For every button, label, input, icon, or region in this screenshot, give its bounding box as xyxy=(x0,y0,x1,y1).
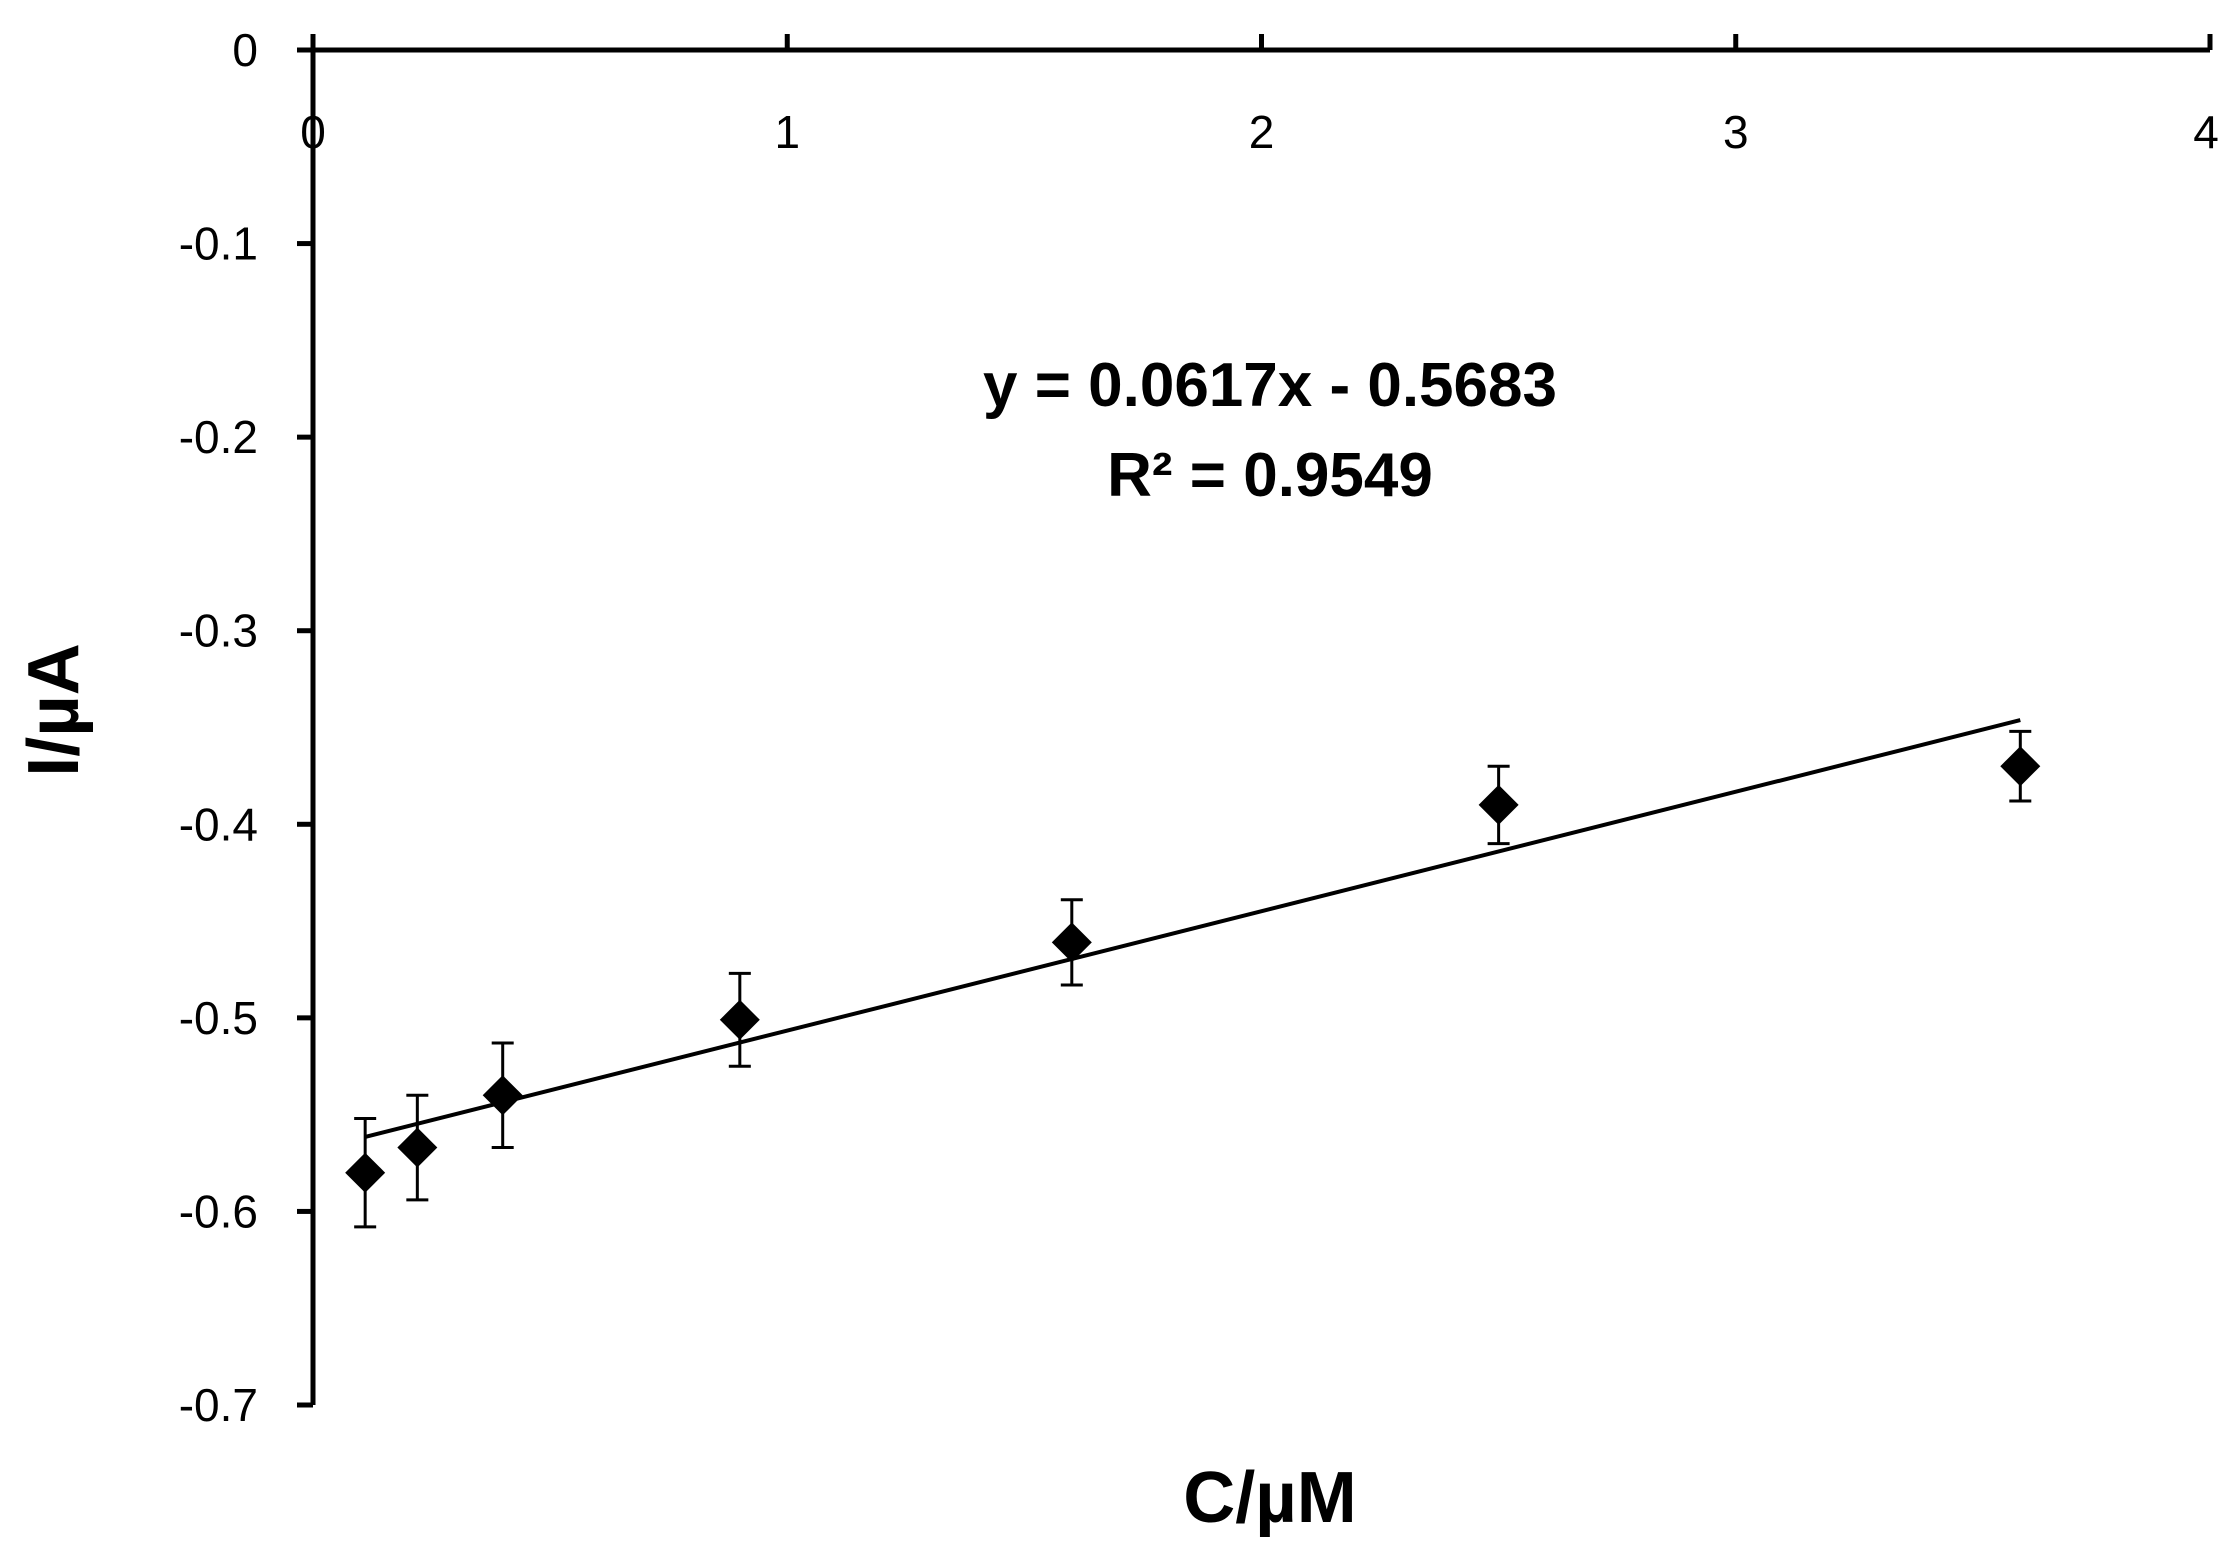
y-tick-label: -0.2 xyxy=(179,411,258,463)
x-tick-label: 1 xyxy=(774,106,800,158)
trendline xyxy=(364,718,2021,1139)
x-tick-label: 3 xyxy=(1723,106,1749,158)
y-tick-label: -0.6 xyxy=(179,1185,258,1237)
data-point xyxy=(1478,784,1519,825)
data-point xyxy=(2000,746,2041,787)
x-tick-label: 2 xyxy=(1249,106,1275,158)
data-point xyxy=(719,999,760,1040)
labels: y = 0.0617x - 0.5683 R² = 0.9549 C/µM I/… xyxy=(14,351,1557,1538)
data-point xyxy=(1051,922,1092,963)
y-axis-title: I/µA xyxy=(14,643,94,777)
data-point xyxy=(397,1127,438,1168)
axes: 0 -0.1 -0.2 -0.3 -0.4 -0.5 -0.6 -0.7 0 1 2 3 4 xyxy=(179,24,2219,1431)
data-point xyxy=(345,1152,386,1193)
data-points xyxy=(345,729,2041,1229)
y-tick-label: -0.1 xyxy=(179,218,258,270)
r-squared-label: R² = 0.9549 xyxy=(1107,441,1433,510)
y-tick-label: -0.7 xyxy=(179,1379,258,1431)
y-tick-label: -0.5 xyxy=(179,992,258,1044)
trendline-group xyxy=(364,718,2021,1139)
y-tick-label: 0 xyxy=(232,24,258,76)
x-tick-label: 4 xyxy=(2193,106,2219,158)
y-tick-label: -0.3 xyxy=(179,605,258,657)
x-tick-label: 0 xyxy=(300,106,326,158)
data-point xyxy=(482,1075,523,1116)
x-axis-title: C/µM xyxy=(1183,1458,1356,1538)
y-tick-label: -0.4 xyxy=(179,798,258,850)
trendline-equation: y = 0.0617x - 0.5683 xyxy=(983,351,1557,420)
